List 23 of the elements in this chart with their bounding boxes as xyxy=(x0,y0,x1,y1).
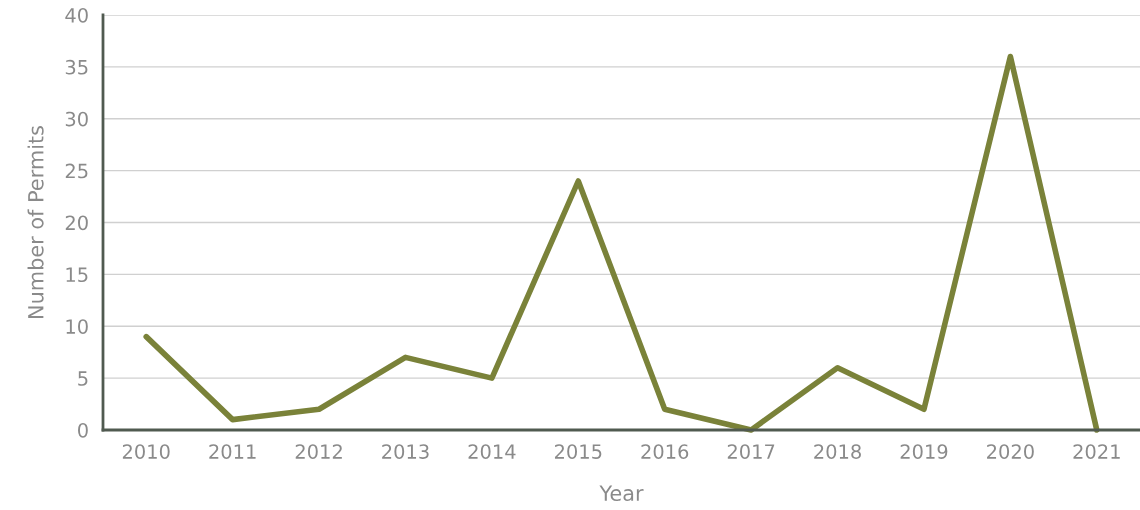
x-tick-label: 2017 xyxy=(727,444,775,459)
y-tick-label: 35 xyxy=(65,59,88,75)
y-tick-label: 0 xyxy=(78,422,88,438)
y-tick-label: 5 xyxy=(78,371,88,386)
x-tick-label: 2016 xyxy=(641,444,689,459)
y-tick-label: 40 xyxy=(65,7,88,23)
x-tick-label: 2012 xyxy=(295,444,342,459)
y-tick-label: 10 xyxy=(66,319,88,334)
y-tick-label: 15 xyxy=(66,267,88,283)
x-tick-label: 2010 xyxy=(122,444,170,459)
x-tick-label: 2011 xyxy=(209,444,256,459)
x-axis-title: Year xyxy=(599,485,644,502)
x-tick-label: 2015 xyxy=(554,444,602,459)
x-tick-label: 2018 xyxy=(814,444,861,459)
x-tick-label: 2019 xyxy=(900,444,948,459)
x-tick-label: 2021 xyxy=(1073,444,1120,459)
x-tick-label: 2014 xyxy=(468,444,516,459)
y-axis-title: Number of Permits xyxy=(27,126,44,318)
y-tick-label: 25 xyxy=(65,163,88,179)
y-tick-label: 20 xyxy=(65,215,88,231)
x-tick-label: 2013 xyxy=(382,444,429,459)
y-tick-label: 30 xyxy=(65,111,88,127)
x-tick-label: 2020 xyxy=(987,444,1034,459)
